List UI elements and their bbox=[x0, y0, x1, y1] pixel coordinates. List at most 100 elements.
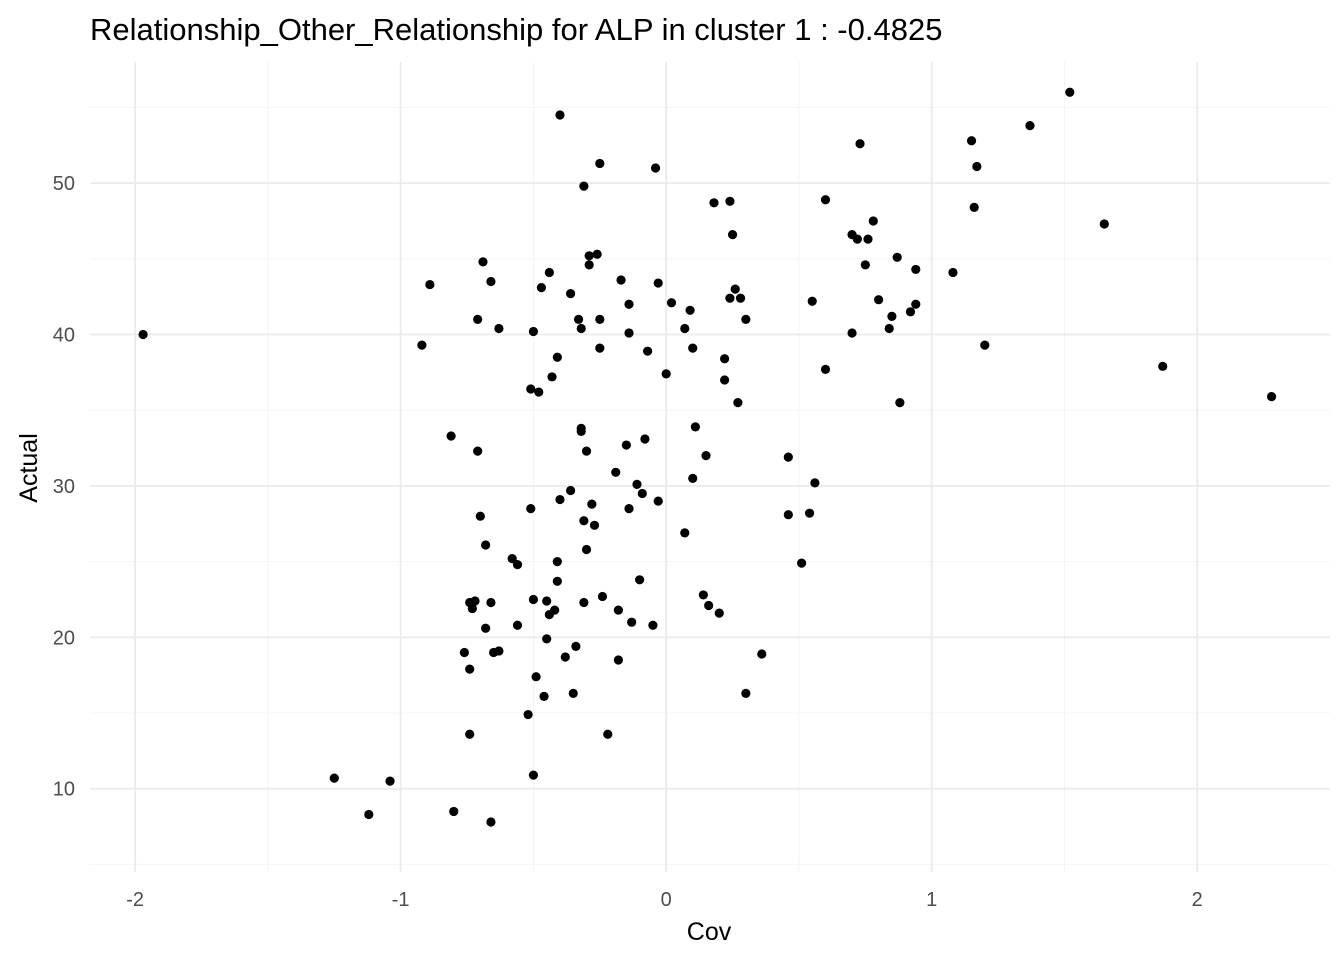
data-point bbox=[473, 314, 483, 324]
data-point bbox=[579, 181, 589, 191]
data-point bbox=[481, 540, 491, 550]
data-point bbox=[735, 293, 746, 303]
data-point bbox=[757, 649, 767, 659]
data-point bbox=[653, 278, 663, 288]
data-point bbox=[576, 426, 586, 437]
data-point bbox=[542, 634, 552, 644]
data-point bbox=[576, 323, 586, 334]
chart-title: Relationship_Other_Relationship for ALP … bbox=[90, 12, 942, 47]
grid-lines bbox=[90, 62, 1330, 872]
data-point bbox=[603, 729, 613, 739]
data-point bbox=[568, 688, 578, 698]
data-point bbox=[138, 329, 148, 340]
data-point bbox=[820, 364, 831, 374]
data-point bbox=[637, 488, 647, 499]
data-point bbox=[595, 343, 605, 353]
data-point bbox=[874, 295, 884, 305]
data-points bbox=[138, 87, 1277, 827]
data-point bbox=[565, 485, 576, 496]
data-point bbox=[613, 655, 623, 665]
data-point bbox=[640, 434, 650, 444]
data-point bbox=[470, 596, 480, 606]
data-point bbox=[895, 398, 905, 408]
data-point bbox=[948, 267, 958, 278]
data-point bbox=[449, 806, 459, 817]
data-point bbox=[714, 608, 724, 618]
data-point bbox=[478, 257, 488, 267]
data-point bbox=[552, 576, 562, 586]
data-point bbox=[475, 511, 485, 521]
data-point bbox=[473, 446, 483, 456]
data-point bbox=[905, 307, 916, 317]
data-point bbox=[611, 467, 621, 477]
data-point bbox=[685, 305, 695, 315]
data-point bbox=[579, 516, 589, 526]
data-point bbox=[579, 597, 589, 608]
data-point bbox=[573, 314, 584, 324]
data-point bbox=[459, 647, 469, 658]
y-tick-label: 40 bbox=[53, 325, 75, 347]
data-point bbox=[486, 597, 496, 608]
data-point bbox=[887, 311, 897, 321]
data-point bbox=[680, 323, 690, 334]
data-point bbox=[698, 590, 708, 600]
data-point bbox=[911, 264, 921, 275]
data-point bbox=[536, 282, 546, 293]
data-point bbox=[966, 136, 977, 146]
data-point bbox=[329, 773, 339, 783]
data-point bbox=[1158, 361, 1168, 371]
data-point bbox=[528, 594, 539, 605]
data-point bbox=[741, 688, 751, 698]
data-point bbox=[727, 229, 738, 240]
data-point bbox=[542, 596, 552, 606]
data-point bbox=[552, 557, 562, 567]
data-point bbox=[621, 440, 631, 450]
data-point bbox=[494, 323, 504, 334]
data-point bbox=[680, 528, 690, 538]
data-point bbox=[547, 372, 557, 382]
data-point bbox=[725, 293, 735, 303]
data-point bbox=[526, 504, 536, 514]
data-point bbox=[481, 623, 491, 633]
data-point bbox=[555, 110, 565, 120]
data-point bbox=[613, 605, 623, 615]
data-point bbox=[661, 369, 671, 379]
data-point bbox=[666, 298, 677, 308]
data-point bbox=[807, 296, 817, 306]
data-point bbox=[494, 646, 504, 656]
data-point bbox=[797, 558, 807, 568]
data-point bbox=[595, 314, 605, 324]
data-point bbox=[804, 508, 815, 518]
data-point bbox=[595, 158, 605, 169]
data-point bbox=[783, 452, 793, 462]
y-tick-label: 50 bbox=[53, 173, 75, 195]
x-axis-ticks: -2 -1 0 1 2 bbox=[126, 889, 1203, 911]
data-point bbox=[847, 328, 857, 338]
data-point bbox=[627, 617, 637, 627]
data-point bbox=[528, 770, 539, 780]
x-tick-label: -2 bbox=[126, 889, 144, 911]
data-point bbox=[465, 729, 475, 739]
data-point bbox=[653, 496, 663, 506]
y-axis-title: Actual bbox=[15, 433, 43, 502]
data-point bbox=[741, 314, 751, 324]
data-point bbox=[635, 575, 645, 585]
data-point bbox=[526, 384, 536, 394]
y-tick-label: 10 bbox=[53, 779, 75, 801]
x-tick-label: 2 bbox=[1192, 889, 1203, 911]
data-point bbox=[417, 340, 427, 350]
data-point bbox=[624, 328, 634, 338]
data-point bbox=[810, 478, 820, 488]
data-point bbox=[597, 591, 608, 602]
data-point bbox=[616, 275, 626, 285]
data-point bbox=[624, 299, 634, 309]
data-point bbox=[425, 279, 435, 290]
data-point bbox=[565, 289, 576, 299]
y-tick-label: 30 bbox=[53, 476, 75, 498]
data-point bbox=[624, 504, 634, 514]
data-point bbox=[1099, 219, 1109, 229]
data-point bbox=[733, 398, 743, 408]
data-point bbox=[709, 198, 719, 208]
data-point bbox=[512, 560, 523, 570]
data-point bbox=[539, 691, 549, 701]
